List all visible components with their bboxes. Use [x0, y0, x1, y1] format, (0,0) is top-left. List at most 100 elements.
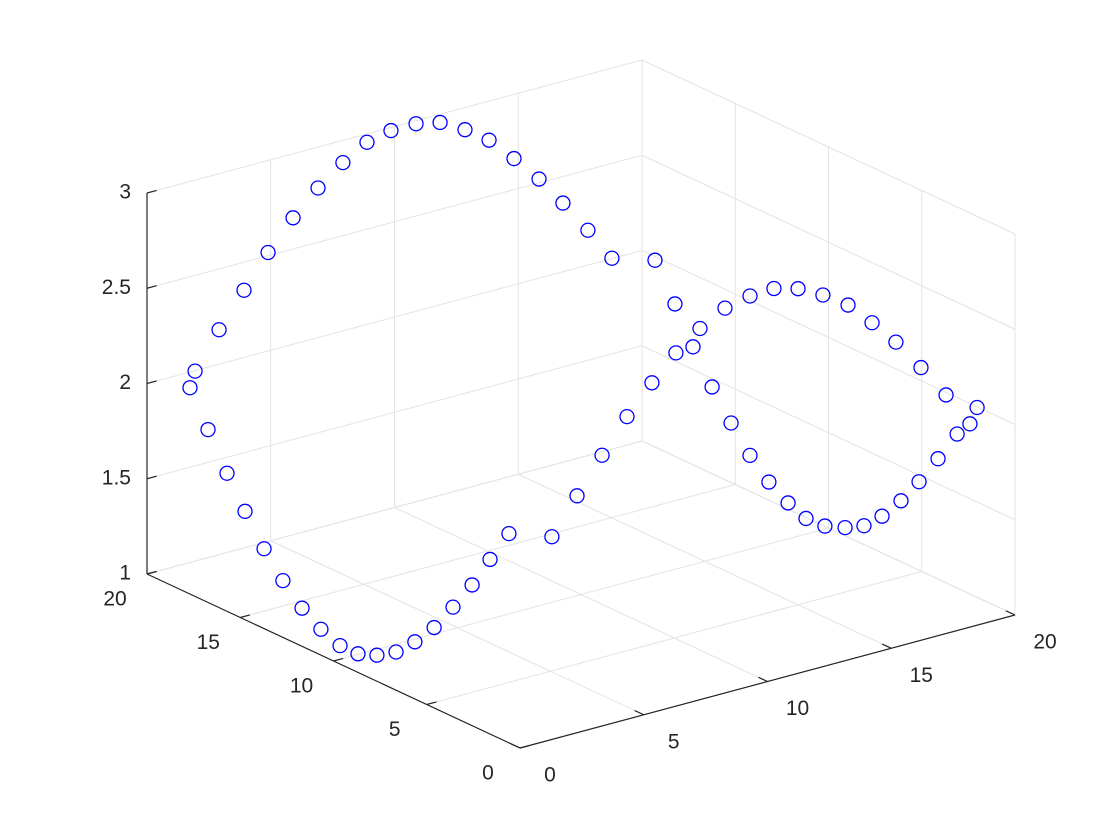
y-tick-label: 5: [389, 718, 401, 741]
scatter-point: [761, 474, 777, 490]
scatter-point: [798, 510, 814, 527]
scatter-point: [667, 296, 683, 312]
grid-line: [146, 59, 643, 194]
scatter-point: [335, 154, 351, 171]
z-tick-mark: [146, 475, 157, 480]
grid-line: [146, 250, 643, 384]
scatter-point: [531, 171, 547, 187]
scatter-point: [408, 116, 424, 132]
scatter-point: [426, 619, 442, 636]
scatter-point: [187, 363, 203, 379]
z-tick-mark: [146, 189, 157, 194]
x-tick-label: 15: [910, 664, 933, 687]
scatter-point: [817, 518, 833, 534]
y-tick-label: 10: [290, 675, 313, 698]
scatter-point: [911, 474, 927, 490]
scatter-point: [668, 345, 684, 361]
grid-line: [641, 440, 1016, 616]
x-tick-label: 20: [1033, 631, 1056, 654]
y-tick-mark: [426, 701, 437, 706]
z-tick-label: 1: [119, 562, 131, 585]
grid-line: [240, 484, 736, 618]
scatter-point: [432, 114, 448, 131]
scatter-point: [888, 334, 904, 350]
scatter-point: [644, 375, 660, 391]
y-tick-mark: [519, 744, 530, 749]
scatter-point: [359, 134, 375, 150]
scatter-point: [604, 250, 620, 266]
scatter-point: [790, 281, 806, 297]
x-tick-label: 0: [544, 764, 556, 787]
scatter-point: [256, 541, 272, 557]
z-tick-mark: [146, 285, 157, 289]
x-tick-mark: [1005, 610, 1016, 616]
grid-line: [641, 345, 1016, 521]
scatter-point: [310, 180, 326, 196]
scatter-point: [864, 315, 880, 331]
scatter-point: [723, 415, 739, 431]
scatter-point: [874, 508, 890, 524]
scatter-point: [837, 520, 853, 536]
x-tick-mark: [634, 709, 645, 716]
scatter-point: [704, 379, 720, 395]
scatter-point: [647, 252, 663, 268]
scatter-point: [815, 287, 831, 303]
scatter-point: [237, 503, 253, 519]
scatter-point: [482, 551, 498, 568]
y-tick-mark: [240, 614, 251, 619]
scatter-point: [938, 387, 954, 403]
scatter-point: [260, 244, 276, 261]
scatter-point: [569, 488, 585, 504]
scatter-point: [555, 195, 571, 211]
y-tick-label: 15: [197, 631, 220, 654]
scatter-point: [506, 150, 522, 167]
scatter-point: [766, 280, 782, 297]
x-tick-label: 10: [786, 697, 809, 720]
scatter-point: [949, 426, 965, 442]
y-tick-label: 20: [103, 588, 126, 611]
scatter-point: [501, 525, 517, 542]
x-tick-mark: [881, 643, 892, 649]
scatter-point: [464, 577, 480, 593]
scatter-point: [893, 493, 909, 509]
z-tick-label: 2.5: [102, 276, 131, 299]
scatter-point: [544, 529, 560, 545]
scatter-point: [913, 359, 929, 376]
scatter-point: [388, 644, 404, 660]
scatter-point: [594, 447, 610, 463]
z-tick-label: 1.5: [102, 466, 131, 489]
grid-line: [641, 59, 1016, 235]
scatter-point: [313, 621, 329, 637]
scatter-point: [692, 320, 708, 337]
scatter-point: [580, 222, 596, 238]
scatter-point: [742, 288, 758, 304]
grid-line: [333, 527, 829, 662]
scatter-point: [350, 646, 366, 662]
grid-line: [146, 440, 643, 575]
scatter-point: [481, 132, 497, 148]
scatter-point: [275, 572, 291, 589]
scatter-point: [285, 210, 301, 226]
scatter-point: [969, 399, 985, 416]
scatter-point: [930, 451, 946, 467]
z-tick-mark: [146, 380, 157, 385]
grid-line: [146, 154, 643, 289]
scatter-point: [856, 518, 872, 534]
scatter-point: [219, 465, 235, 481]
z-tick-label: 2: [119, 371, 131, 394]
scatter-point: [383, 122, 399, 139]
x-tick-mark: [510, 743, 521, 749]
y-tick-mark: [333, 657, 344, 662]
scatter-point: [619, 408, 635, 425]
scatter-point: [236, 282, 252, 298]
grid-line: [641, 154, 1016, 330]
grid-line: [146, 345, 643, 480]
scatter-point: [685, 339, 701, 355]
scatter-point: [457, 122, 473, 138]
scatter-point: [717, 300, 733, 316]
scatter-point: [182, 380, 198, 396]
scatter-point: [962, 416, 978, 432]
x-tick-label: 5: [668, 730, 680, 753]
